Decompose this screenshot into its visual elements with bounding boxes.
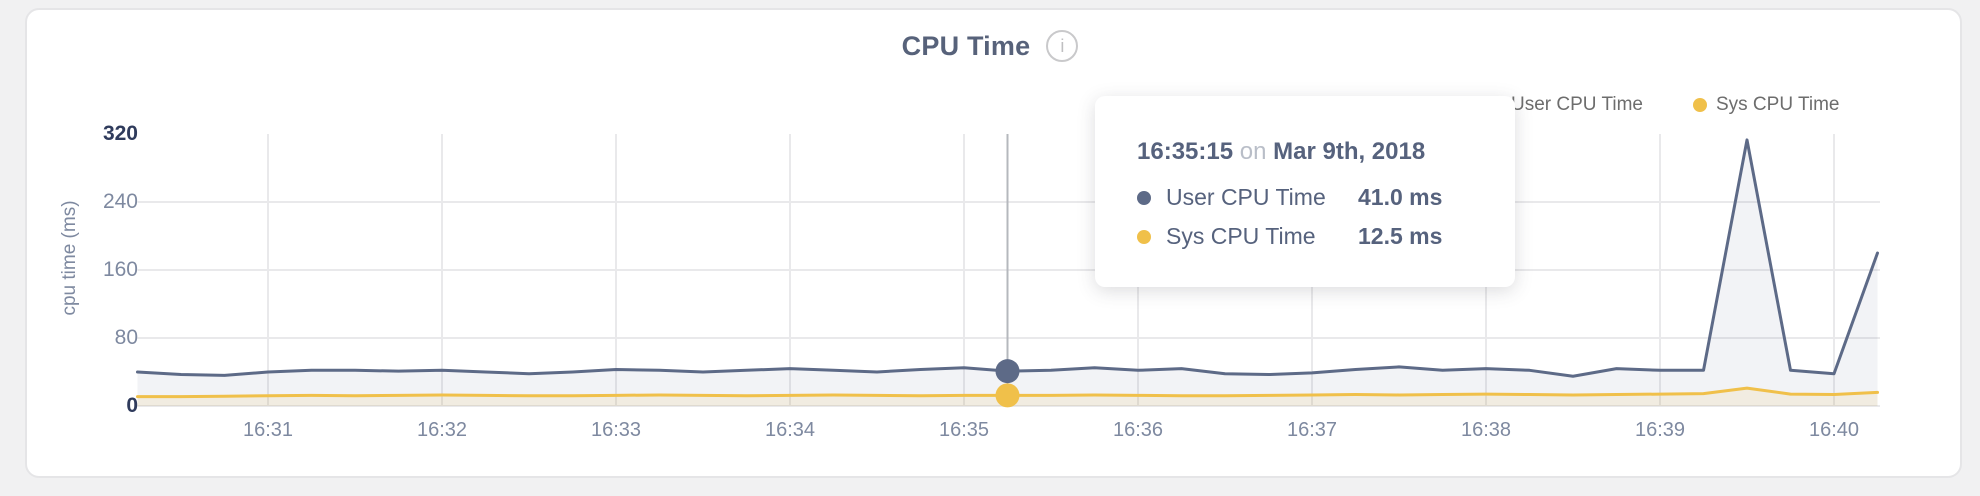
legend-label: User CPU Time [1511,94,1643,115]
y-tick-label: 160 [102,258,138,281]
x-tick-label: 16:33 [590,419,642,441]
x-tick-label: 16:31 [242,419,294,441]
y-tick-label: 320 [102,122,138,145]
info-icon[interactable]: i [1046,30,1079,62]
y-tick-label: 240 [102,190,138,213]
hover-point-marker [995,359,1020,384]
tooltip-series-value: 41.0 ms [1358,184,1443,210]
chart-title: CPU Time [901,30,1031,61]
tooltip-series-label: Sys CPU Time [1166,223,1316,249]
tooltip-header: 16:35:15 on Mar 9th, 2018 [1137,138,1485,166]
x-tick-label: 16:39 [1634,419,1686,441]
tooltip-preposition: on [1239,138,1267,165]
hover-point-marker [995,383,1020,408]
tooltip-time: 16:35:15 [1137,138,1234,165]
user-cpu-dot-icon [1137,190,1151,205]
chart-tooltip: 16:35:15 on Mar 9th, 2018 User CPU Time … [1095,96,1515,287]
x-tick-label: 16:35 [938,419,990,441]
tooltip-row-user: User CPU Time 41.0 ms [1137,184,1485,211]
y-tick-label: 0 [126,394,138,417]
chart-header: CPU Time i [0,30,1980,62]
sys-cpu-dot-icon [1137,229,1151,244]
x-tick-label: 16:40 [1808,419,1860,441]
x-tick-label: 16:36 [1112,419,1164,441]
tooltip-series-label: User CPU Time [1166,184,1326,210]
chart-legend: User CPU Time Sys CPU Time [1488,94,1840,116]
y-tick-label: 80 [114,326,138,349]
legend-item-sys-cpu-time[interactable]: Sys CPU Time [1692,94,1840,116]
x-tick-label: 16:37 [1286,419,1338,441]
tooltip-row-sys: Sys CPU Time 12.5 ms [1137,223,1485,250]
x-tick-label: 16:32 [416,419,468,441]
tooltip-series-value: 12.5 ms [1358,223,1443,249]
series-area [137,139,1878,406]
sys-cpu-legend-dot-icon [1692,98,1707,112]
legend-label: Sys CPU Time [1715,94,1840,115]
tooltip-date: Mar 9th, 2018 [1273,138,1426,165]
x-tick-label: 16:34 [764,419,816,441]
chart-card [25,8,1962,478]
x-tick-label: 16:38 [1460,419,1512,441]
